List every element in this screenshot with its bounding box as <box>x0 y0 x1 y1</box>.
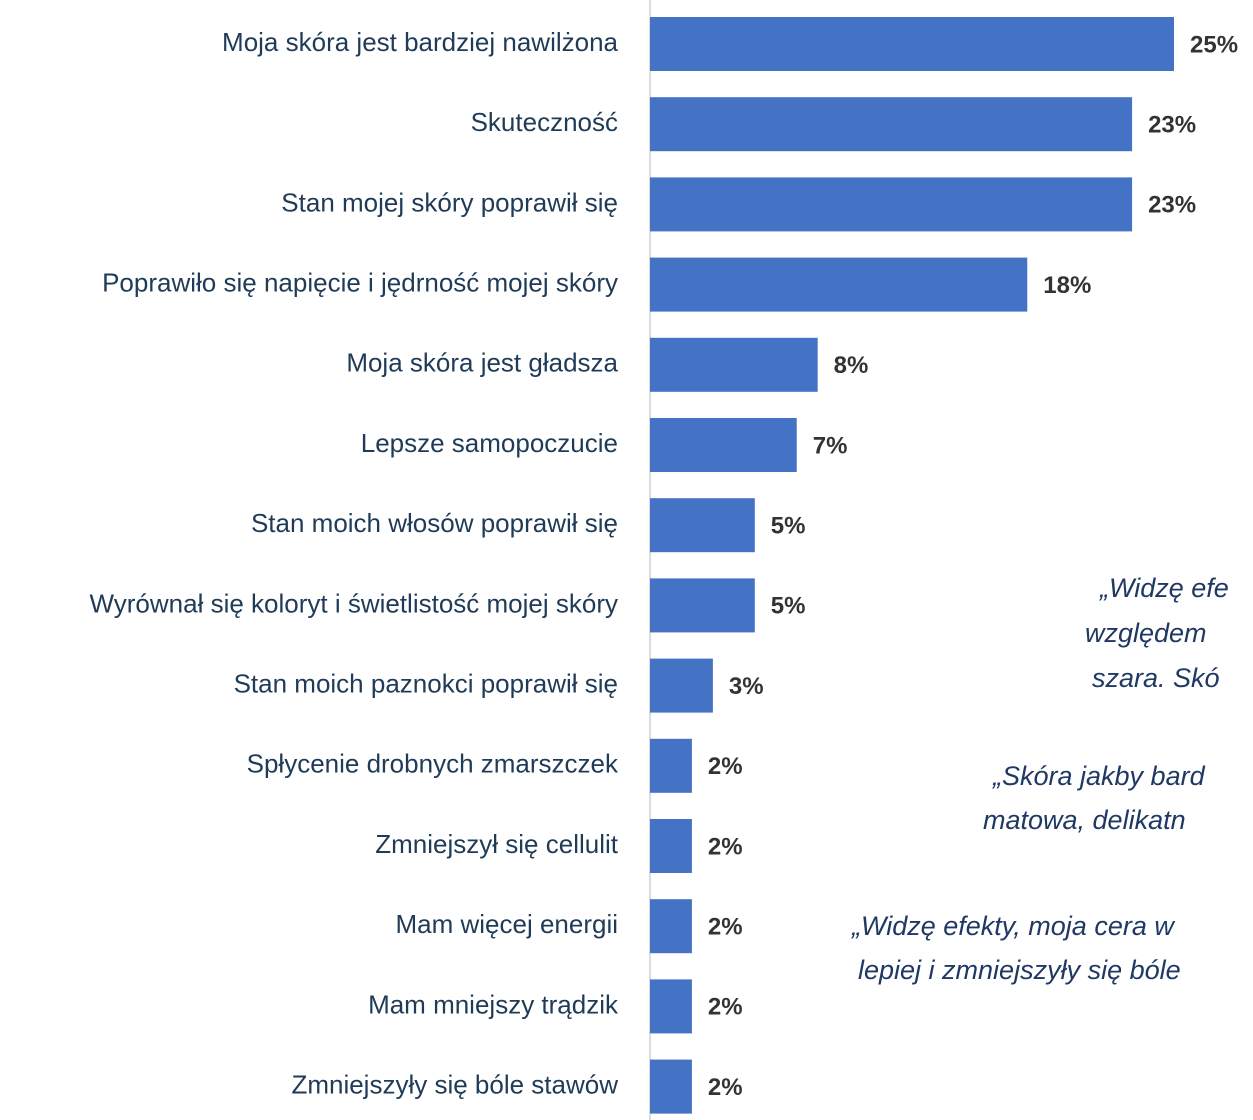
bar <box>650 97 1133 152</box>
bar <box>650 1059 692 1114</box>
value-label: 2% <box>708 753 743 780</box>
bar <box>650 658 713 713</box>
category-label: Stan moich włosów poprawił się <box>251 508 618 538</box>
value-label: 5% <box>771 593 806 620</box>
value-label: 7% <box>813 432 848 459</box>
bar <box>650 578 755 633</box>
bar <box>650 738 692 793</box>
quote-line: „Widzę efekty, moja cera w <box>851 911 1175 941</box>
category-label: Spłycenie drobnych zmarszczek <box>247 749 619 779</box>
quote-line: względem <box>1085 618 1207 648</box>
value-label: 5% <box>771 513 806 540</box>
bar <box>650 418 797 472</box>
bar <box>650 979 692 1034</box>
bar <box>650 17 1174 71</box>
value-label: 25% <box>1190 31 1238 58</box>
bar <box>650 899 692 954</box>
value-label: 2% <box>708 994 743 1021</box>
value-label: 2% <box>708 914 743 941</box>
value-label: 2% <box>708 833 743 860</box>
category-label: Skuteczność <box>471 107 618 137</box>
quote-line: matowa, delikatn <box>983 805 1186 835</box>
value-label: 23% <box>1148 112 1196 139</box>
value-label: 3% <box>729 673 764 700</box>
category-label: Stan moich paznokci poprawił się <box>234 668 618 698</box>
category-label: Moja skóra jest gładsza <box>346 348 618 378</box>
quote-line: „Widzę efe <box>1099 573 1229 603</box>
bar <box>650 337 818 392</box>
quote-line: lepiej i zmniejszyły się bóle <box>858 955 1181 985</box>
category-label: Mam mniejszy trądzik <box>368 989 619 1019</box>
category-label: Wyrównał się koloryt i świetlistość moje… <box>89 588 618 618</box>
quote-line: „Skóra jakby bard <box>992 761 1206 791</box>
bar <box>650 819 692 873</box>
value-label: 18% <box>1043 272 1091 299</box>
bar <box>650 257 1028 312</box>
value-label: 8% <box>834 352 869 379</box>
category-label: Stan mojej skóry poprawił się <box>281 187 618 217</box>
category-label: Lepsze samopoczucie <box>361 428 618 458</box>
category-label: Zmniejszył się cellulit <box>375 829 618 859</box>
value-label: 23% <box>1148 192 1196 219</box>
category-label: Moja skóra jest bardziej nawilżona <box>222 27 619 57</box>
category-label: Poprawiło się napięcie i jędrność mojej … <box>102 267 618 297</box>
quote-line: szara. Skó <box>1092 663 1220 693</box>
category-label: Mam więcej energii <box>395 909 618 939</box>
bar <box>650 498 755 553</box>
bar <box>650 177 1133 232</box>
value-label: 2% <box>708 1074 743 1101</box>
category-label: Zmniejszyły się bóle stawów <box>291 1069 618 1099</box>
